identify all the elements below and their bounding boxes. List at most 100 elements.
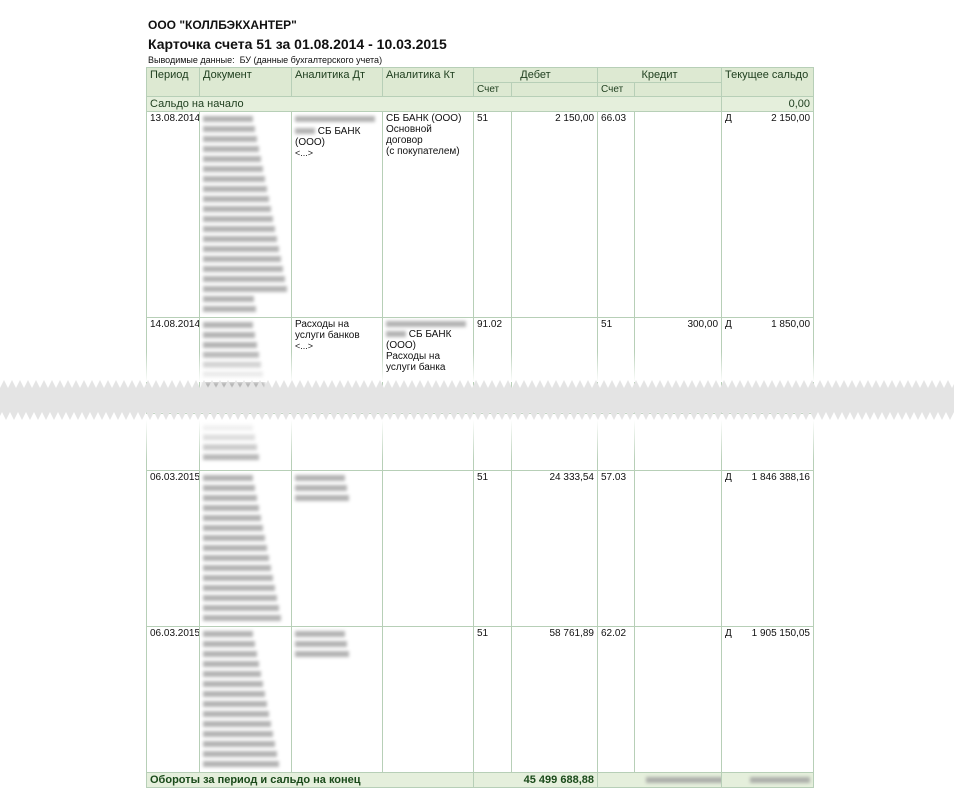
col-credit-account: Счет	[597, 82, 636, 97]
credit-account: 62.02	[597, 625, 635, 773]
table-row: 13.08.2014 СБ БАНК (ООО) <...> СБ БАНК (ОО…	[146, 111, 815, 318]
redacted-text	[203, 760, 279, 767]
redacted-text	[295, 474, 345, 481]
dt-line: СБ БАНК	[317, 126, 361, 137]
analytics-dt-redacted	[291, 469, 383, 627]
analytics-dt-cell: СБ БАНК (ООО) <...>	[291, 111, 383, 318]
redacted-text	[203, 206, 271, 212]
redacted-text	[203, 296, 254, 302]
redacted-text	[203, 544, 267, 551]
redacted-text	[203, 484, 255, 491]
kt-line: (с покупателем)	[386, 146, 460, 157]
redacted-text	[203, 474, 253, 481]
table-row: 06.03.2015 51 24 333,54 57.03 Д 1 846 388…	[146, 469, 814, 627]
row-date: 06.03.2015	[146, 625, 200, 773]
redacted-text	[203, 504, 259, 511]
redacted-text	[203, 554, 269, 561]
redacted-text	[203, 246, 279, 252]
col-debit: Дебет	[472, 67, 599, 83]
redacted-text	[203, 640, 255, 647]
redacted-text	[203, 650, 257, 657]
redacted-text	[203, 266, 283, 272]
redacted-text	[203, 720, 271, 727]
credit-account: 66.03	[597, 111, 636, 318]
col-analytics-dt: Аналитика Дт	[291, 67, 383, 97]
col-balance: Текущее сальдо	[721, 67, 815, 97]
credit-amount	[634, 625, 722, 773]
redacted-text	[203, 494, 257, 501]
kt-line: СБ БАНК (ООО)	[386, 113, 462, 124]
redacted-text	[203, 176, 265, 182]
redacted-text	[203, 564, 271, 571]
redacted-text	[203, 342, 257, 348]
totals-row: Обороты за период и сальдо на конец 45 4…	[146, 771, 814, 788]
page-tear-divider	[0, 380, 954, 420]
balance-cell: Д 1 846 388,16	[721, 469, 814, 627]
fade-overlay	[140, 352, 830, 382]
account-card-table-top: Период Документ Аналитика Дт Аналитика К…	[145, 67, 815, 414]
balance-value: 2 150,00	[771, 113, 811, 124]
document-cell-redacted	[199, 111, 292, 318]
debit-account: 51	[473, 469, 512, 627]
opening-label: Сальдо на начало	[145, 96, 723, 112]
credit-amount	[634, 111, 723, 318]
debit-amount: 58 761,89	[511, 625, 598, 773]
debit-account: 51	[473, 625, 512, 773]
redacted-text	[203, 166, 263, 172]
redacted-text	[203, 186, 267, 192]
debit-amount: 2 150,00	[510, 111, 599, 318]
redacted-text	[203, 700, 267, 707]
opening-balance-row: Сальдо на начало 0,00	[145, 96, 815, 112]
balance-side: Д	[725, 471, 732, 483]
redacted-text	[203, 740, 275, 747]
account-card-table-bottom: 06.03.2015 51 24 333,54 57.03 Д 1 846 388…	[146, 420, 814, 788]
debit-account: 51	[473, 111, 512, 318]
redacted-text	[203, 670, 261, 677]
col-period: Период	[146, 67, 200, 97]
col-document: Документ	[199, 67, 292, 97]
balance-side: Д	[725, 113, 732, 124]
redacted-text	[203, 574, 273, 581]
output-value: БУ (данные бухгалтерского учета)	[239, 55, 383, 65]
redacted-text	[203, 630, 253, 637]
redacted-text	[203, 614, 281, 621]
redacted-text	[203, 116, 253, 122]
table-row: 06.03.2015 51 58 761,89 62.02 Д 1 905 150…	[146, 625, 814, 773]
totals-debit: 45 499 688,88	[473, 771, 598, 788]
debit-amount: 24 333,54	[511, 469, 598, 627]
redacted-text	[295, 494, 349, 501]
redacted-text	[295, 630, 345, 637]
document-cell-redacted	[199, 469, 292, 627]
redacted-text	[203, 322, 253, 328]
redacted-text	[203, 534, 265, 541]
redacted-text	[203, 226, 275, 232]
redacted-text	[295, 640, 347, 647]
redacted-text	[295, 484, 347, 491]
kt-line: Основной договор	[386, 124, 432, 146]
output-label: Выводимые данные:	[148, 55, 235, 65]
balance-side: Д	[725, 627, 732, 639]
col-debit-account: Счет	[473, 82, 512, 97]
balance-value: 1 846 388,16	[751, 471, 810, 483]
redacted-text	[203, 584, 275, 591]
opening-value: 0,00	[721, 96, 815, 112]
balance-cell: Д 2 150,00	[721, 111, 815, 318]
kt-line: (ООО)	[386, 340, 416, 351]
redacted-text	[203, 216, 273, 222]
redacted-text	[203, 286, 287, 292]
organization-name: ООО "КОЛЛБЭКХАНТЕР"	[148, 18, 297, 32]
dt-line: <...>	[295, 341, 314, 351]
redacted-text	[203, 306, 256, 312]
redacted-text	[203, 276, 285, 282]
report-title: Карточка счета 51 за 01.08.2014 - 10.03.…	[148, 36, 447, 52]
redacted-text	[203, 196, 269, 202]
redacted-text	[203, 524, 263, 531]
output-data-line: Выводимые данные: БУ (данные бухгалтерск…	[148, 55, 382, 65]
redacted-text	[203, 146, 259, 152]
redacted-text	[203, 236, 277, 242]
redacted-text	[203, 690, 265, 697]
redacted-text	[203, 750, 277, 757]
dt-line: Расходы на услуги банков	[295, 319, 360, 341]
document-cell-redacted	[199, 625, 292, 773]
redacted-text	[203, 126, 255, 132]
